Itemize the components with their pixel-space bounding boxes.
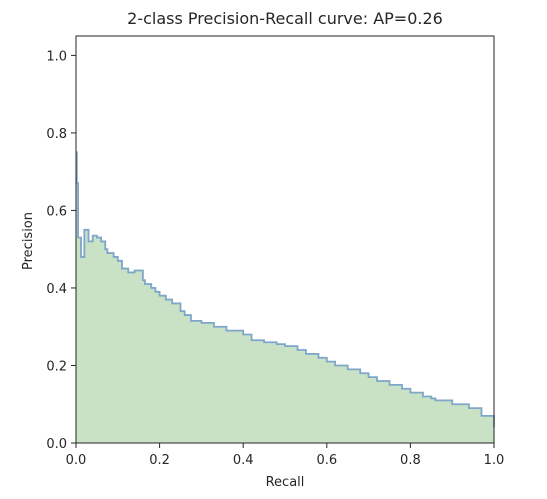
x-tick-label: 0.6 — [316, 453, 337, 468]
x-tick-label: 0.2 — [149, 453, 170, 468]
chart-title: 2-class Precision-Recall curve: AP=0.26 — [127, 9, 443, 28]
y-tick-label: 0.4 — [46, 282, 67, 297]
y-tick-label: 0.6 — [46, 204, 67, 219]
x-tick-label: 0.0 — [66, 453, 87, 468]
pr-curve-line — [75, 151, 495, 428]
y-tick-label: 0.2 — [46, 359, 67, 374]
x-axis-label: Recall — [266, 475, 305, 490]
y-tick-label: 0.8 — [46, 127, 67, 142]
y-tick-label: 1.0 — [46, 49, 67, 64]
x-tick-label: 1.0 — [484, 453, 505, 468]
plot-area — [75, 151, 495, 444]
y-axis-label: Precision — [21, 212, 36, 270]
axes: 0.0 0.2 0.4 0.6 0.8 1.0 0.0 0.2 0.4 0.6 0.8 1.0 — [46, 35, 505, 468]
y-tick-label: 0.0 — [46, 437, 67, 452]
axes-frame — [75, 35, 495, 444]
x-tick-label: 0.8 — [400, 453, 421, 468]
x-tick-label: 0.4 — [233, 453, 254, 468]
pr-area-fill — [76, 152, 494, 444]
